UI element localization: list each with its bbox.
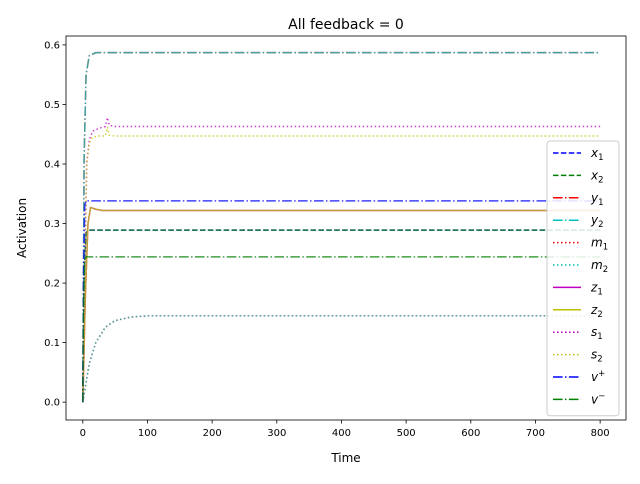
plot-frame [65,35,627,421]
series-line-v-plus [82,200,601,403]
series-line-z1 [82,206,601,403]
series-line-z2 [82,206,601,403]
series-line-m2 [82,315,601,403]
series-line-y2 [82,51,601,403]
legend-entry-label: x2 [590,168,604,185]
legend-entry-label: z2 [590,303,603,320]
series-line-v-minus [82,256,601,403]
x-tick-label: 600 [461,428,480,439]
legend-entry-label: z1 [590,280,603,297]
legend-box [546,140,620,417]
y-tick-label: 0.5 [44,100,60,111]
legend: x1 x2 y1 y2 m1 m2 z1 z2 s1 s2 v+ v− [546,140,620,417]
legend-entry-label: x1 [590,146,604,163]
y-tick-label: 0.3 [44,219,60,230]
x-tick-label: 300 [267,428,286,439]
legend-entry-label: s2 [591,348,603,365]
x-tick-label: 0 [80,428,86,439]
x-axis-label: Time [330,451,360,465]
series-line-s1 [82,117,601,403]
series-line-m1 [82,315,601,403]
legend-entry-label: v+ [591,369,605,384]
legend-entry-label: m1 [591,236,608,253]
legend-entry-label: y1 [590,191,604,208]
legend-entry-label: s1 [591,325,603,342]
legend-entry-label: y2 [590,213,604,230]
y-tick-label: 0.2 [44,279,60,290]
legend-entry-label: v− [591,391,605,406]
legend-entry-label: m2 [591,258,608,275]
y-tick-label: 0.6 [44,41,60,52]
x-tick-label: 100 [138,428,157,439]
chart-title: All feedback = 0 [288,17,404,33]
x-tick-label: 400 [332,428,351,439]
y-tick-label: 0.1 [44,338,60,349]
series-line-s2 [82,126,601,403]
series-line-y1 [82,51,601,403]
x-tick-label: 200 [203,428,222,439]
y-tick-label: 0.4 [44,160,60,171]
series-layer [82,51,601,403]
x-tick-label: 500 [397,428,416,439]
y-axis-label: Activation [15,198,29,258]
axes-layer: 0 100 200 300 400 500 600 700 800 0.0 0.1 0.2 0.3 0.4… [44,35,627,439]
x-tick-label: 800 [591,428,610,439]
y-tick-label: 0.0 [44,398,60,409]
x-tick-label: 700 [526,428,545,439]
